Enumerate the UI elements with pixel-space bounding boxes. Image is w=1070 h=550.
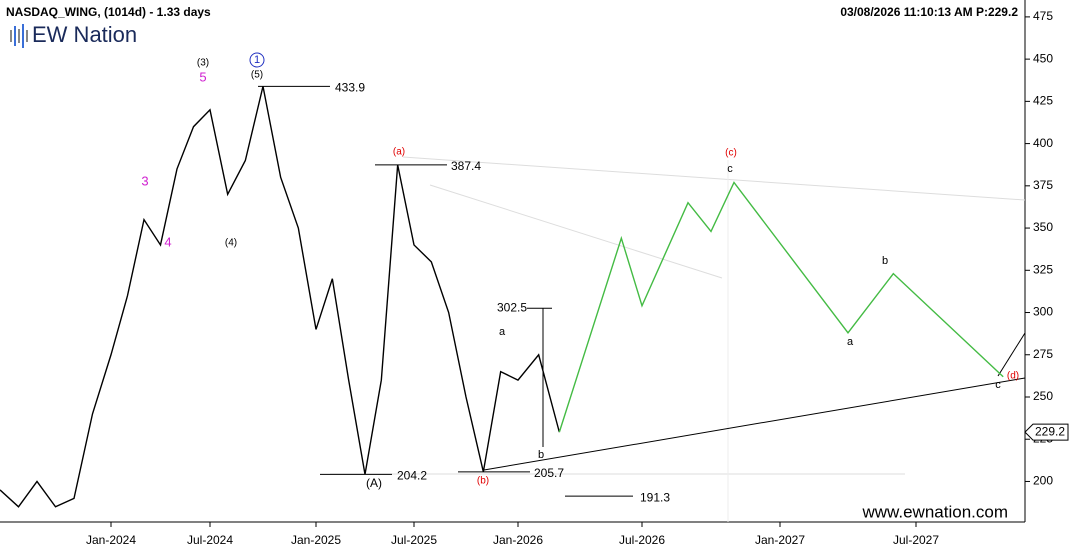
wave-label: (c): [725, 148, 737, 159]
trend-line: [402, 156, 1026, 201]
wave-label: b: [882, 255, 888, 267]
y-tick-label: 200: [1033, 474, 1053, 488]
wave-label: (a): [393, 147, 405, 158]
price-tag: 229.2: [1035, 424, 1065, 438]
y-tick-label: 300: [1033, 305, 1053, 319]
y-tick-label: 250: [1033, 389, 1053, 403]
level-label: 191.3: [640, 490, 670, 504]
x-tick-label: Jul-2024: [187, 533, 233, 547]
x-tick-label: Jan-2027: [755, 533, 805, 547]
wave-label: a: [499, 326, 506, 338]
price-tag-box: [1024, 423, 1069, 441]
wave-label: 5: [199, 69, 206, 84]
level-label: 204.2: [397, 469, 427, 483]
level-label: 205.7: [534, 466, 564, 480]
logo: EW Nation: [32, 22, 137, 47]
wave-label: (b): [477, 476, 489, 487]
wave-label: (d): [1007, 371, 1019, 382]
y-tick-label: 425: [1033, 94, 1053, 108]
wave-label: 1: [254, 54, 260, 66]
x-tick-label: Jul-2025: [391, 533, 437, 547]
x-tick-label: Jan-2026: [493, 533, 543, 547]
watermark: www.ewnation.com: [861, 502, 1008, 521]
wave-label: b: [538, 449, 544, 461]
x-tick-label: Jan-2024: [86, 533, 136, 547]
wave-label: c: [995, 379, 1001, 391]
wave-label: a: [847, 336, 854, 348]
projection-line: [997, 332, 1026, 377]
wave-label: c: [727, 163, 733, 175]
x-tick-label: Jul-2027: [893, 533, 939, 547]
level-label: 433.9: [335, 80, 365, 94]
series-line: [0, 86, 561, 508]
level-label: 302.5: [497, 300, 527, 314]
y-tick-label: 475: [1033, 9, 1053, 23]
logo-icon: [10, 24, 28, 48]
y-tick-label: 275: [1033, 347, 1053, 361]
guide-line: [429, 184, 723, 279]
series-line: [558, 181, 1004, 433]
level-label: 387.4: [451, 159, 481, 173]
wave-label: 4: [164, 234, 171, 249]
x-tick-label: Jul-2026: [619, 533, 665, 547]
trend-line: [483, 377, 1026, 471]
y-tick-label: 375: [1033, 178, 1053, 192]
wave-label: (5): [251, 70, 263, 81]
wave-circle: [249, 52, 265, 68]
x-tick-label: Jan-2025: [291, 533, 341, 547]
wave-label: (A): [366, 476, 382, 490]
y-tick-label: 325: [1033, 262, 1053, 276]
wave-label: 3: [141, 173, 148, 188]
y-tick-label: 450: [1033, 51, 1053, 65]
wave-label: (4): [225, 238, 237, 249]
y-tick-label: 400: [1033, 136, 1053, 150]
timestamp: 03/08/2026 11:10:13 AM P:229.2: [840, 5, 1018, 19]
chart-title: NASDAQ_WING, (1014d) - 1.33 days: [6, 5, 211, 19]
y-tick-label: 350: [1033, 220, 1053, 234]
wave-label: (3): [197, 58, 209, 69]
